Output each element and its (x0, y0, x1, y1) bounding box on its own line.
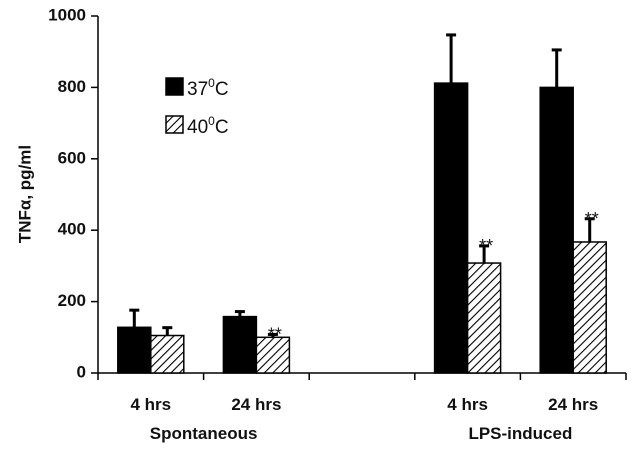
significance-marker: ** (268, 324, 282, 344)
legend: 370C 400C (165, 76, 229, 138)
bar-37-0 (117, 326, 152, 374)
significance-marker: ** (585, 209, 599, 229)
y-tick-label: 800 (58, 77, 86, 96)
legend-swatch-37 (165, 77, 184, 96)
bar-37-2 (433, 82, 469, 374)
y-axis-title: TNFα, pg/ml (15, 145, 34, 243)
bar-40-2 (466, 262, 502, 374)
x-tick-label: 24 hrs (548, 395, 598, 414)
y-tick-label: 200 (58, 291, 86, 310)
y-tick-label: 600 (58, 148, 86, 167)
bar-37-3 (539, 86, 574, 374)
legend-swatch-40 (165, 115, 184, 134)
y-tick-label: 400 (58, 220, 86, 239)
x-tick-label: 24 hrs (231, 395, 281, 414)
legend-label-37: 370C (187, 76, 229, 100)
bars (117, 82, 607, 374)
y-tick-label: 1000 (48, 5, 86, 24)
error-bars (129, 33, 595, 338)
y-axis: 0 200 400 600 800 1000 (48, 5, 99, 381)
group-label: LPS-induced (468, 424, 572, 443)
significance-markers: ** ** ** (268, 209, 599, 345)
bar-40-0 (150, 334, 185, 374)
y-tick-label: 0 (77, 362, 86, 381)
significance-marker: ** (479, 236, 493, 256)
bar-40-3 (572, 241, 607, 374)
x-axis: 4 hrs 24 hrs 4 hrs 24 hrs Spontaneous LPS-ind… (97, 372, 627, 443)
x-tick-label: 4 hrs (447, 395, 488, 414)
legend-label-40: 400C (187, 114, 229, 138)
group-label: Spontaneous (150, 424, 258, 443)
bar-37-1 (222, 315, 258, 374)
bar-40-1 (255, 336, 291, 374)
x-tick-label: 4 hrs (130, 395, 171, 414)
